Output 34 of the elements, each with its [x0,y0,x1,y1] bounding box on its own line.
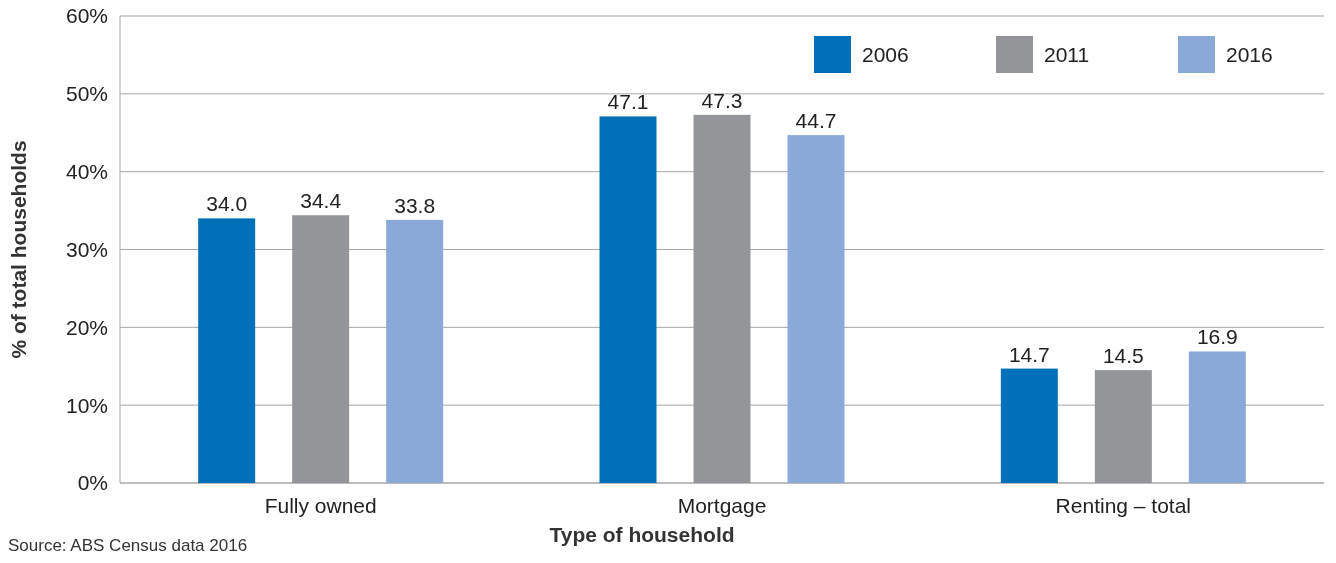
y-axis-title: % of total households [7,140,30,359]
bar [599,116,657,483]
legend-label: 2016 [1226,42,1273,66]
y-tick-label: 0% [77,471,108,495]
x-tick-label: Mortgage [677,494,767,517]
bar [1094,370,1152,483]
source-note: Source: ABS Census data 2016 [8,536,248,555]
bar [198,218,256,483]
data-label: 16.9 [1196,325,1238,349]
bar [1188,351,1246,483]
data-label: 44.7 [795,109,837,133]
legend-label: 2011 [1044,42,1090,66]
bar [1000,368,1058,483]
data-label: 34.4 [300,189,342,213]
data-label: 33.8 [394,193,436,217]
data-label: 47.3 [701,88,743,112]
x-tick-label: Renting – total [1055,494,1192,517]
y-tick-label: 50% [65,82,108,106]
bar [292,215,350,483]
bar [787,135,845,483]
data-label: 14.5 [1102,344,1144,368]
data-label: 47.1 [607,90,649,114]
x-axis-title: Type of household [549,523,735,546]
bar [693,114,751,483]
data-label: 14.7 [1008,342,1050,366]
y-tick-label: 30% [65,237,108,261]
bar [386,219,444,483]
data-label: 34.0 [206,192,248,216]
legend-label: 2006 [862,42,909,66]
y-tick-label: 60% [65,4,108,28]
y-tick-label: 20% [65,315,108,339]
x-tick-label: Fully owned [264,494,377,517]
y-tick-label: 10% [65,393,108,417]
y-tick-label: 40% [65,160,108,184]
